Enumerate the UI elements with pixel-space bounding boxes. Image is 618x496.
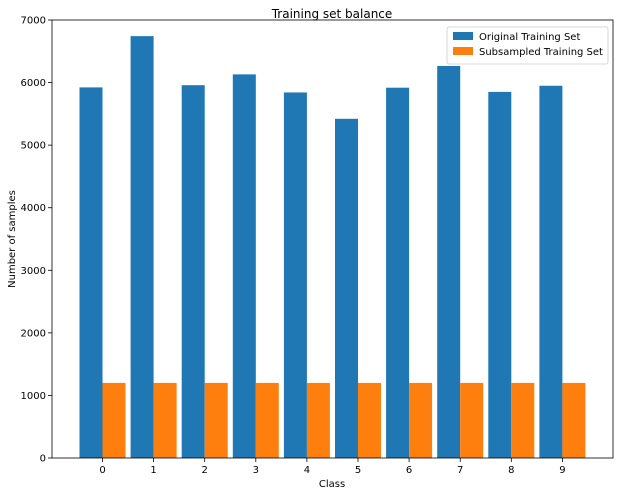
bar-original-class-4 — [283, 92, 307, 459]
y-tick-label: 5000 — [21, 141, 46, 152]
x-tick-label: 3 — [253, 465, 259, 476]
bar-original-class-8 — [488, 91, 512, 459]
y-tick-label: 1000 — [21, 391, 46, 402]
bar-original-class-1 — [130, 36, 154, 458]
x-tick-label: 0 — [99, 465, 105, 476]
bar-subsampled-class-1 — [153, 382, 177, 458]
legend-swatch-subsampled — [453, 47, 473, 55]
legend-label-original: Original Training Set — [479, 32, 580, 43]
y-tick-label: 7000 — [21, 16, 46, 27]
y-tick-label: 4000 — [21, 203, 46, 214]
bar-subsampled-class-2 — [204, 382, 228, 458]
x-axis: 0 1 2 3 4 5 6 7 8 9 — [99, 458, 566, 476]
bar-subsampled-class-9 — [562, 382, 586, 458]
plot-frame — [51, 19, 614, 459]
bar-subsampled-class-4 — [306, 382, 330, 458]
y-tick-label: 6000 — [21, 78, 46, 89]
bar-subsampled-class-7 — [460, 382, 484, 458]
x-tick-label: 1 — [150, 465, 156, 476]
bar-original-class-9 — [539, 85, 563, 458]
bar-original-class-5 — [335, 118, 358, 458]
bar-subsampled-class-6 — [409, 382, 433, 458]
legend-swatch-original — [453, 32, 473, 40]
y-tick-label: 2000 — [21, 328, 46, 339]
bar-subsampled-class-3 — [255, 382, 279, 458]
y-tick-label: 3000 — [21, 266, 46, 277]
bar-original-class-7 — [437, 65, 461, 459]
bar-subsampled-class-0 — [102, 382, 126, 458]
bar-subsampled-class-5 — [358, 382, 381, 458]
x-tick-label: 9 — [559, 465, 565, 476]
y-axis-label: Number of samples — [7, 190, 18, 288]
chart-title: Training set balance — [271, 7, 393, 21]
bar-original-class-6 — [386, 87, 410, 459]
x-tick-label: 2 — [202, 465, 208, 476]
legend-label-subsampled: Subsampled Training Set — [479, 47, 603, 58]
x-tick-label: 8 — [508, 465, 514, 476]
bar-original-class-0 — [79, 87, 103, 458]
x-tick-label: 6 — [406, 465, 412, 476]
x-axis-label: Class — [319, 479, 345, 490]
bar-subsampled-class-8 — [511, 382, 535, 458]
bars-group — [79, 36, 586, 459]
x-tick-label: 7 — [457, 465, 463, 476]
y-tick-label: 0 — [40, 454, 46, 465]
y-axis: 0 1000 2000 3000 4000 5000 6000 7000 — [21, 16, 52, 465]
legend: Original Training Set Subsampled Trainin… — [446, 26, 609, 65]
bar-original-class-3 — [232, 74, 256, 458]
legend-box — [446, 26, 609, 65]
x-tick-label: 4 — [304, 465, 310, 476]
bar-original-class-2 — [181, 85, 205, 458]
x-tick-label: 5 — [355, 465, 361, 476]
